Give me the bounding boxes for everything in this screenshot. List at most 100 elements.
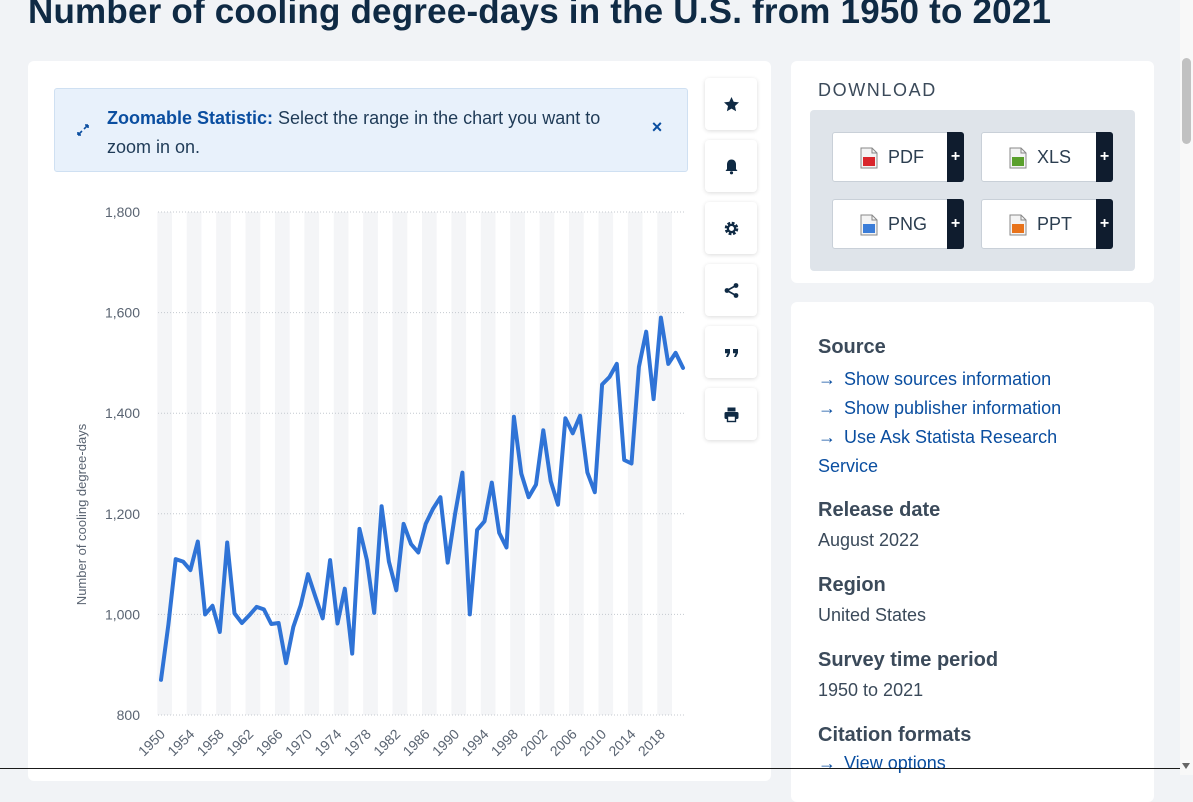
data-point[interactable]	[253, 603, 261, 611]
show-publisher-link[interactable]: → Show publisher information	[818, 394, 1108, 423]
data-point[interactable]	[561, 414, 569, 422]
data-point[interactable]	[598, 381, 606, 389]
share-button[interactable]	[705, 264, 757, 316]
download-png-button[interactable]: PNG +	[832, 199, 964, 249]
data-point[interactable]	[422, 520, 430, 528]
data-point[interactable]	[275, 619, 283, 627]
data-point[interactable]	[289, 623, 297, 631]
data-point[interactable]	[245, 611, 253, 619]
data-point[interactable]	[510, 413, 518, 421]
data-point[interactable]	[517, 470, 525, 478]
data-point[interactable]	[503, 544, 511, 552]
data-point[interactable]	[576, 412, 584, 420]
settings-button[interactable]	[705, 202, 757, 254]
data-point[interactable]	[414, 549, 422, 557]
grid-band	[274, 212, 290, 715]
cite-button[interactable]	[705, 326, 757, 378]
data-point[interactable]	[378, 502, 386, 510]
data-point[interactable]	[304, 570, 312, 578]
data-point[interactable]	[628, 460, 636, 468]
data-point[interactable]	[672, 349, 680, 357]
data-point[interactable]	[223, 538, 231, 546]
x-tick-label: 2002	[517, 726, 550, 759]
scroll-down-icon[interactable]	[1182, 763, 1190, 769]
data-point[interactable]	[201, 610, 209, 618]
data-point[interactable]	[238, 619, 246, 627]
favorite-button[interactable]	[705, 78, 757, 130]
download-pdf-button[interactable]: PDF +	[832, 132, 964, 182]
data-point[interactable]	[370, 609, 378, 617]
plus-icon[interactable]: +	[947, 199, 964, 249]
view-options-link[interactable]: → View options	[818, 749, 1108, 778]
data-point[interactable]	[473, 526, 481, 534]
data-point[interactable]	[583, 469, 591, 477]
data-point[interactable]	[664, 360, 672, 368]
data-point[interactable]	[407, 540, 415, 548]
data-point[interactable]	[282, 659, 290, 667]
data-point[interactable]	[532, 481, 540, 489]
download-ppt-button[interactable]: PPT +	[981, 199, 1113, 249]
data-point[interactable]	[525, 493, 533, 501]
plus-icon[interactable]: +	[1096, 132, 1113, 182]
plus-icon[interactable]: +	[947, 132, 964, 182]
data-point[interactable]	[311, 593, 319, 601]
data-point[interactable]	[679, 364, 687, 372]
scrollbar[interactable]	[1180, 0, 1193, 775]
data-point[interactable]	[466, 610, 474, 618]
data-point[interactable]	[458, 469, 466, 477]
data-point[interactable]	[231, 609, 239, 617]
data-point[interactable]	[260, 605, 268, 613]
data-point[interactable]	[356, 525, 364, 533]
line-chart[interactable]: 800 1,000 1,200 1,400 1,600 1,800 Number of co…	[28, 61, 708, 775]
data-point[interactable]	[495, 529, 503, 537]
data-point[interactable]	[620, 456, 628, 464]
data-point[interactable]	[429, 505, 437, 513]
data-point[interactable]	[164, 620, 172, 628]
data-point[interactable]	[539, 426, 547, 434]
data-point[interactable]	[436, 493, 444, 501]
print-button[interactable]	[705, 388, 757, 440]
data-point[interactable]	[488, 479, 496, 487]
data-point[interactable]	[157, 676, 165, 684]
data-point[interactable]	[657, 314, 665, 322]
data-point[interactable]	[444, 559, 452, 567]
data-point[interactable]	[172, 555, 180, 563]
data-point[interactable]	[400, 520, 408, 528]
arrow-right-icon: →	[818, 427, 836, 447]
data-point[interactable]	[480, 517, 488, 525]
data-point[interactable]	[569, 429, 577, 437]
download-xls-button[interactable]: XLS +	[981, 132, 1113, 182]
data-point[interactable]	[363, 556, 371, 564]
data-point[interactable]	[267, 620, 275, 628]
data-point[interactable]	[613, 360, 621, 368]
data-point[interactable]	[392, 586, 400, 594]
notification-button[interactable]	[705, 140, 757, 192]
data-point[interactable]	[605, 373, 613, 381]
data-point[interactable]	[451, 510, 459, 518]
show-sources-link[interactable]: → Show sources information	[818, 365, 1108, 394]
data-point[interactable]	[642, 328, 650, 336]
data-point[interactable]	[319, 614, 327, 622]
data-point[interactable]	[385, 558, 393, 566]
ask-statista-link[interactable]: → Use Ask Statista Research Service	[818, 423, 1108, 481]
data-point[interactable]	[179, 558, 187, 566]
survey-period-label: Survey time period	[818, 649, 999, 671]
close-icon[interactable]: ×	[651, 117, 663, 137]
expand-icon[interactable]	[75, 122, 91, 138]
data-point[interactable]	[297, 601, 305, 609]
data-point[interactable]	[591, 488, 599, 496]
data-point[interactable]	[554, 501, 562, 509]
data-point[interactable]	[348, 650, 356, 658]
data-point[interactable]	[216, 628, 224, 636]
data-point[interactable]	[194, 537, 202, 545]
data-point[interactable]	[547, 477, 555, 485]
plus-icon[interactable]: +	[1096, 199, 1113, 249]
data-point[interactable]	[341, 585, 349, 593]
data-point[interactable]	[186, 566, 194, 574]
scroll-thumb[interactable]	[1182, 58, 1191, 144]
data-point[interactable]	[635, 363, 643, 371]
data-point[interactable]	[208, 602, 216, 610]
data-point[interactable]	[650, 395, 658, 403]
data-point[interactable]	[333, 619, 341, 627]
data-point[interactable]	[326, 556, 334, 564]
